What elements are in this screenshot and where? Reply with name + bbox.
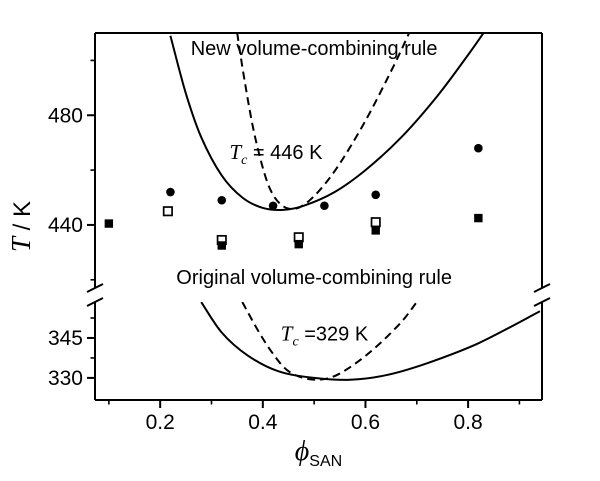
x-tick-label: 0.8	[453, 411, 482, 434]
marker-filled-square	[104, 219, 114, 228]
axis-break-marks	[86, 283, 551, 307]
marker-filled-circle	[217, 195, 227, 205]
marker-filled-square	[371, 226, 380, 235]
marker-filled-circle	[166, 187, 175, 197]
annotation-original-rule-title: Original volume-combining rule	[176, 267, 452, 289]
y-tick-label: 440	[48, 214, 83, 237]
y-tick-label: 330	[48, 367, 83, 390]
series-filled-squares	[104, 213, 483, 250]
x-axis: 0.2 0.4 0.6 0.8	[108, 400, 521, 434]
marker-filled-square	[294, 239, 303, 249]
series-open-squares	[162, 206, 381, 246]
marker-filled-circle	[474, 143, 483, 153]
x-axis-title: ϕSAN	[295, 436, 342, 470]
x-tick-label: 0.6	[351, 411, 380, 434]
curve-new-rule-dashed	[236, 34, 410, 211]
marker-open-square	[162, 206, 173, 217]
y-axis-title: T / K	[6, 201, 36, 252]
y-axis: 440 480 330 345	[48, 59, 95, 390]
marker-open-square	[370, 217, 381, 228]
curve-original-rule-dashed	[241, 302, 418, 381]
annotation-tc-new: Tc = 446 K	[229, 140, 323, 168]
x-tick-label: 0.4	[248, 411, 278, 434]
marker-filled-square	[217, 241, 226, 250]
curve-original-rule-solid	[200, 302, 541, 381]
annotation-tc-original: Tc =329 K	[281, 322, 369, 350]
marker-filled-circle	[320, 201, 329, 211]
y-tick-label: 345	[48, 327, 83, 350]
y-tick-label: 480	[48, 104, 83, 127]
curve-new-rule-solid	[169, 34, 485, 212]
series-filled-circles	[166, 143, 483, 211]
annotation-new-rule-title: New volume-combining rule	[191, 38, 438, 60]
marker-filled-square	[474, 213, 483, 223]
x-tick-label: 0.2	[146, 411, 175, 434]
marker-filled-circle	[268, 201, 278, 211]
plot-frame	[94, 32, 543, 401]
marker-filled-circle	[371, 190, 381, 200]
